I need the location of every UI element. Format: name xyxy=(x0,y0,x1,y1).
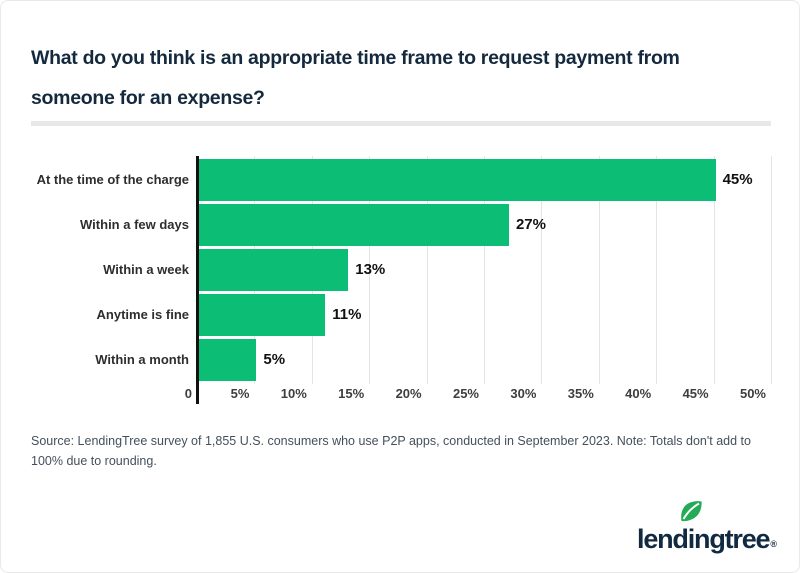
logo-letter-i: i xyxy=(680,501,702,563)
gridline xyxy=(369,156,371,384)
x-axis-tick-label: 20% xyxy=(395,386,422,401)
value-label: 13% xyxy=(355,261,386,278)
value-label: 45% xyxy=(722,171,753,188)
gridline xyxy=(426,156,428,384)
bar xyxy=(199,204,509,246)
x-axis-tick-label: 45% xyxy=(682,386,709,401)
x-axis-tick-label: 50% xyxy=(739,386,766,401)
gridline xyxy=(484,156,485,384)
gridline xyxy=(656,156,658,384)
page-title-line-2: someone for an expense? xyxy=(31,87,265,109)
category-label: Within a few days xyxy=(80,217,189,232)
x-axis-tick-label: 30% xyxy=(510,386,537,401)
value-label: 11% xyxy=(332,306,362,323)
gridline xyxy=(713,156,715,384)
lendingtree-logo: lendi ngtree® xyxy=(637,501,777,563)
x-axis-tick-label: 0 xyxy=(184,386,192,401)
category-label: Within a month xyxy=(95,352,189,367)
gridline xyxy=(598,156,600,384)
bar xyxy=(199,249,349,291)
x-axis-tick-label: 25% xyxy=(452,386,479,401)
bar xyxy=(199,294,326,336)
registered-trademark-symbol: ® xyxy=(770,539,777,549)
x-axis-tick-label: 15% xyxy=(338,386,365,401)
x-axis-tick-label: 35% xyxy=(567,386,594,401)
x-axis-tick-label: 10% xyxy=(280,386,307,401)
gridline xyxy=(771,156,772,384)
gridline xyxy=(541,156,543,384)
value-label: 5% xyxy=(263,351,286,368)
category-label: Anytime is fine xyxy=(96,307,189,322)
source-note: Source: LendingTree survey of 1,855 U.S.… xyxy=(31,434,751,468)
title-divider xyxy=(31,121,771,126)
logo-text-pre: lend xyxy=(637,524,689,554)
page-title: What do you think is an appropriate time… xyxy=(31,38,771,118)
bar xyxy=(199,339,257,381)
page-title-line-1: What do you think is an appropriate time… xyxy=(31,47,680,69)
leaf-icon xyxy=(680,501,702,522)
bar-chart: 0 5% 10% 15% 20% 25% 30% 35% 40% 45% 50% At the tim… xyxy=(1,156,800,406)
category-label: At the time of the charge xyxy=(36,172,189,187)
category-label: Within a week xyxy=(103,262,189,277)
x-axis-tick-label: 5% xyxy=(230,386,250,401)
logo-text-post: ngtree xyxy=(694,524,771,554)
value-label: 27% xyxy=(515,216,546,233)
x-axis-tick-label: 40% xyxy=(625,386,652,401)
y-axis-line xyxy=(196,156,199,404)
bar xyxy=(199,159,716,201)
